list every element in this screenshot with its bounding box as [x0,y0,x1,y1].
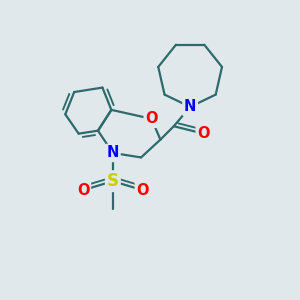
Text: S: S [107,172,119,190]
Text: O: O [136,183,149,198]
Text: O: O [145,111,158,126]
Text: N: N [107,146,119,160]
Text: O: O [77,183,89,198]
Text: O: O [197,126,210,141]
Text: N: N [184,99,196,114]
